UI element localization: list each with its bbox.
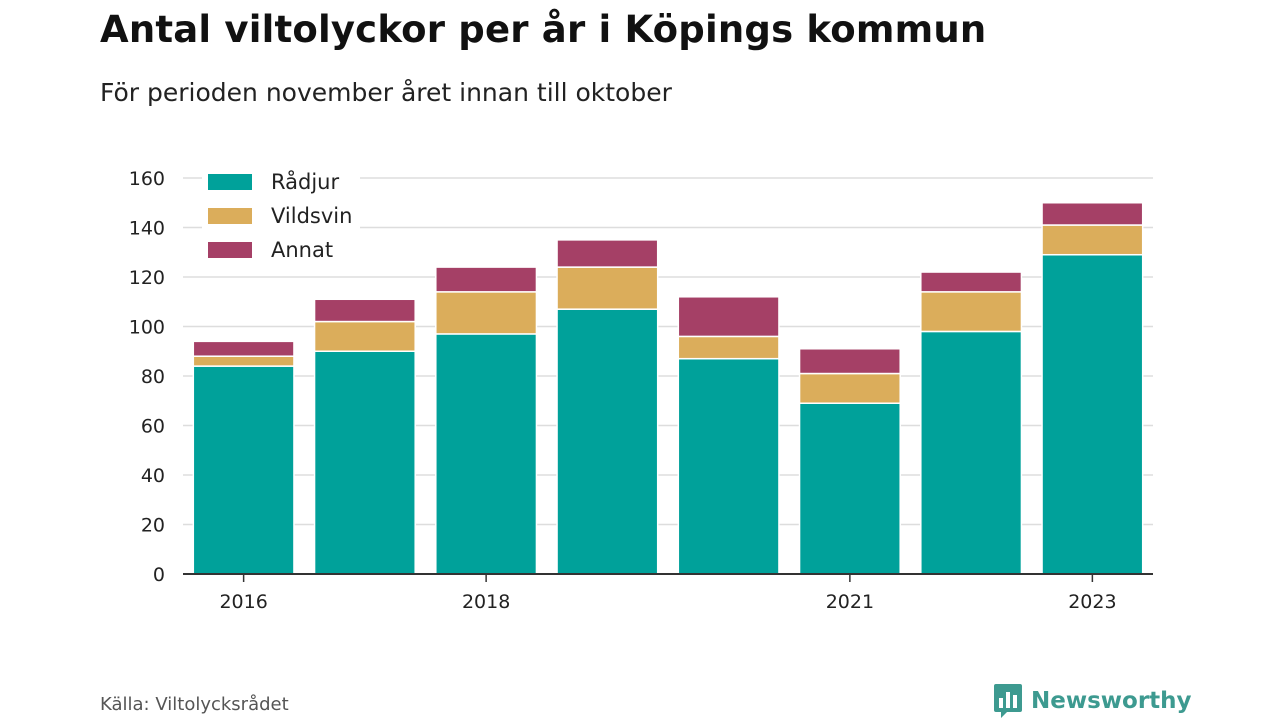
bar-segment <box>798 372 901 404</box>
chart-subtitle: För perioden november året innan till ok… <box>100 78 672 107</box>
y-tick-label: 40 <box>141 465 165 487</box>
legend-swatch <box>208 208 252 224</box>
y-tick-label: 160 <box>129 168 165 190</box>
bar-segment <box>798 402 901 575</box>
bar-chart-icon <box>994 684 1022 718</box>
bar-segment <box>677 357 780 575</box>
x-tick-label: 2023 <box>1068 591 1116 613</box>
y-tick-label: 0 <box>153 564 165 586</box>
legend-label: Rådjur <box>271 169 339 194</box>
legend-label: Annat <box>271 238 333 262</box>
legend-swatch <box>208 174 252 190</box>
bar-segment <box>435 291 538 335</box>
x-tick-label: 2021 <box>826 591 874 613</box>
legend-label: Vildsvin <box>271 204 352 228</box>
bar-segment <box>920 271 1023 293</box>
bar-segment <box>1041 202 1144 226</box>
bar-segment <box>313 320 416 352</box>
bar-segment <box>192 340 295 357</box>
bar-segment <box>192 365 295 575</box>
bar-segment <box>920 330 1023 575</box>
bar-segment <box>920 291 1023 333</box>
brand-name: Newsworthy <box>1031 688 1192 714</box>
legend-swatch <box>208 242 252 258</box>
y-tick-label: 80 <box>141 366 165 388</box>
bar-segment <box>677 296 780 338</box>
bar-segment <box>192 355 295 367</box>
bar-segment <box>556 266 659 310</box>
x-tick-label: 2018 <box>462 591 510 613</box>
bar-segment <box>556 239 659 268</box>
chart-title: Antal viltolyckor per år i Köpings kommu… <box>100 8 987 51</box>
bar-segment <box>1041 253 1144 575</box>
bar-segment <box>435 266 538 293</box>
source-note: Källa: Viltolycksrådet <box>100 694 289 715</box>
y-tick-label: 120 <box>129 267 165 289</box>
bar-segment <box>1041 224 1144 256</box>
bar-segment <box>313 350 416 575</box>
y-tick-label: 60 <box>141 416 165 438</box>
brand-logo: Newsworthy <box>993 683 1192 719</box>
y-tick-label: 20 <box>141 515 165 537</box>
bar-segment <box>435 333 538 575</box>
x-tick-label: 2016 <box>219 591 267 613</box>
bar-segment <box>313 298 416 323</box>
y-tick-label: 140 <box>129 218 165 240</box>
bar-segment <box>556 308 659 575</box>
y-tick-label: 100 <box>129 317 165 339</box>
bar-segment <box>798 348 901 375</box>
bar-segment <box>677 335 780 360</box>
